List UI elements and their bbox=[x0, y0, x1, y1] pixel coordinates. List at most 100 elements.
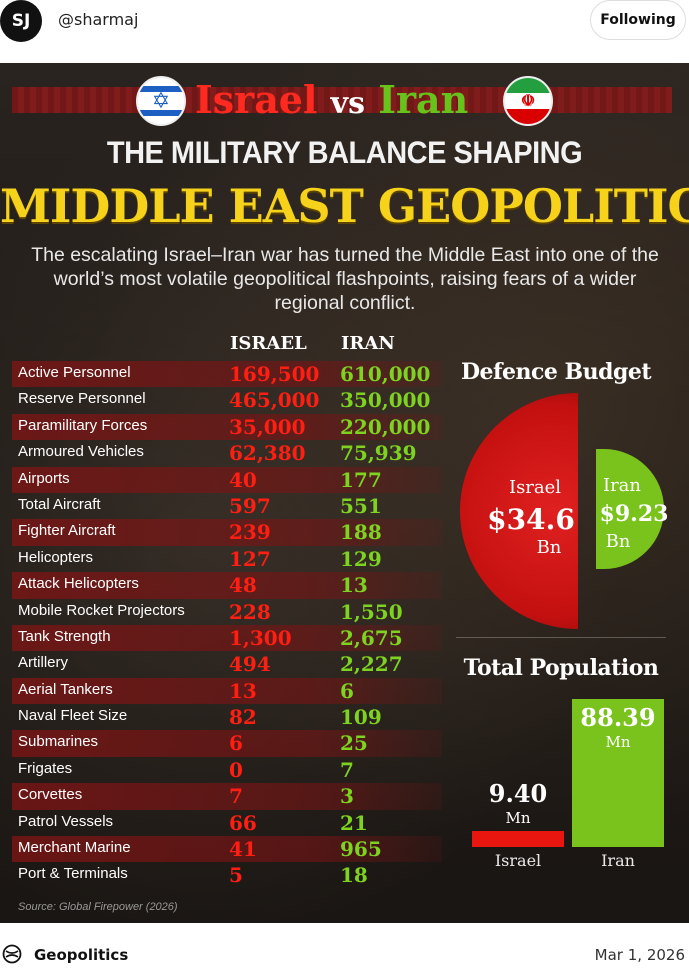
infographic-image[interactable]: ✡ ☫ Israel vs Iran THE MILITARY BALANCE … bbox=[0, 63, 689, 923]
israel-value: 597 bbox=[229, 493, 271, 518]
headline: MIDDLE EAST GEOPOLITICS bbox=[0, 179, 689, 233]
table-row: Tank Strength 1,300 2,675 bbox=[12, 624, 442, 652]
iran-value: 610,000 bbox=[340, 362, 431, 386]
iran-value: 129 bbox=[340, 546, 382, 571]
row-label: Fighter Aircraft bbox=[18, 522, 116, 540]
iran-value: 25 bbox=[340, 731, 368, 756]
table-row: Helicopters 127 129 bbox=[12, 546, 442, 572]
population-israel-unit: Mn bbox=[505, 809, 531, 827]
avatar[interactable]: SJ bbox=[0, 0, 42, 42]
table-row: Aerial Tankers 13 6 bbox=[12, 677, 442, 705]
iran-value: 13 bbox=[340, 573, 368, 598]
row-label: Corvettes bbox=[18, 786, 83, 804]
table-row: Port & Terminals 5 18 bbox=[12, 862, 442, 888]
row-label: Naval Fleet Size bbox=[18, 707, 128, 725]
column-header-iran: IRAN bbox=[341, 333, 395, 354]
israel-value: 239 bbox=[229, 520, 271, 545]
iran-value: 1,550 bbox=[340, 599, 403, 624]
row-label: Aerial Tankers bbox=[18, 680, 113, 698]
iran-value: 6 bbox=[340, 678, 354, 703]
row-label: Airports bbox=[18, 469, 70, 487]
row-label: Port & Terminals bbox=[18, 865, 128, 883]
row-label: Mobile Rocket Projectors bbox=[18, 601, 185, 619]
population-iran-unit: Mn bbox=[605, 733, 631, 751]
table-row: Reserve Personnel 465,000 350,000 bbox=[12, 387, 442, 413]
israel-value: 35,000 bbox=[229, 414, 306, 439]
main-title: Israel vs Iran bbox=[195, 75, 495, 125]
population-bar-israel bbox=[472, 831, 564, 847]
iran-value: 18 bbox=[340, 863, 368, 888]
israel-value: 7 bbox=[229, 784, 243, 809]
table-row: Paramilitary Forces 35,000 220,000 bbox=[12, 413, 442, 441]
title-iran: Iran bbox=[378, 77, 469, 122]
population-israel-label: Israel bbox=[494, 851, 542, 870]
population-iran-label: Iran bbox=[601, 851, 635, 870]
israel-value: 40 bbox=[229, 467, 257, 492]
israel-value: 48 bbox=[229, 573, 257, 598]
source-note: Source: Global Firepower (2026) bbox=[18, 901, 178, 913]
budget-iran-value: $9.23 bbox=[599, 501, 669, 527]
table-row: Active Personnel 169,500 610,000 bbox=[12, 361, 442, 388]
population-bar-iran bbox=[572, 699, 664, 847]
row-label: Merchant Marine bbox=[18, 839, 131, 857]
post-date: Mar 1, 2026 bbox=[594, 946, 685, 964]
table-row: Frigates 0 7 bbox=[12, 757, 442, 783]
iran-value: 2,227 bbox=[340, 652, 403, 677]
budget-israel-country: Israel bbox=[508, 477, 562, 498]
row-label: Paramilitary Forces bbox=[18, 416, 148, 434]
username[interactable]: @sharmaj bbox=[58, 10, 139, 29]
table-row: Patrol Vessels 66 21 bbox=[12, 810, 442, 836]
subtitle: THE MILITARY BALANCE SHAPING bbox=[106, 135, 583, 171]
row-label: Attack Helicopters bbox=[18, 575, 139, 593]
post-footer: Geopolitics Mar 1, 2026 bbox=[0, 930, 689, 970]
row-label: Patrol Vessels bbox=[18, 812, 114, 830]
community-icon[interactable] bbox=[2, 944, 22, 964]
table-row: Naval Fleet Size 82 109 bbox=[12, 704, 442, 730]
israel-value: 494 bbox=[229, 652, 271, 677]
israel-value: 13 bbox=[229, 678, 257, 703]
iran-value: 3 bbox=[340, 784, 354, 809]
budget-israel-unit: Bn bbox=[536, 537, 562, 558]
intro-text: The escalating Israel–Iran war has turne… bbox=[31, 244, 659, 314]
row-label: Helicopters bbox=[18, 548, 94, 566]
budget-title: Defence Budget bbox=[460, 359, 652, 385]
iran-value: 188 bbox=[340, 520, 382, 545]
column-header-israel: ISRAEL bbox=[230, 333, 307, 354]
following-button[interactable]: Following bbox=[590, 0, 686, 40]
israel-value: 127 bbox=[229, 546, 271, 571]
iran-value: 75,939 bbox=[340, 441, 417, 466]
row-label: Artillery bbox=[18, 654, 69, 672]
israel-value: 228 bbox=[229, 599, 271, 624]
iran-flag-icon: ☫ bbox=[503, 76, 553, 126]
population-iran-value: 88.39 bbox=[580, 703, 656, 732]
iran-value: 220,000 bbox=[340, 414, 431, 439]
row-label: Active Personnel bbox=[18, 364, 131, 381]
row-label: Reserve Personnel bbox=[18, 390, 146, 408]
section-divider bbox=[456, 637, 666, 638]
table-row: Artillery 494 2,227 bbox=[12, 651, 442, 677]
israel-value: 465,000 bbox=[229, 388, 320, 413]
israel-value: 0 bbox=[229, 757, 243, 782]
population-title: Total Population bbox=[463, 655, 659, 681]
row-label: Tank Strength bbox=[18, 627, 111, 645]
row-label: Submarines bbox=[18, 733, 99, 751]
table-row: Attack Helicopters 48 13 bbox=[12, 572, 442, 599]
iran-value: 21 bbox=[340, 810, 368, 835]
iran-value: 109 bbox=[340, 705, 382, 730]
table-row: Corvettes 7 3 bbox=[12, 783, 442, 810]
israel-value: 5 bbox=[229, 863, 243, 888]
israel-value: 1,300 bbox=[229, 625, 292, 650]
israel-value: 82 bbox=[229, 705, 257, 730]
iran-value: 350,000 bbox=[340, 388, 431, 413]
table-row: Fighter Aircraft 239 188 bbox=[12, 519, 442, 546]
israel-flag-icon: ✡ bbox=[136, 76, 186, 126]
israel-value: 6 bbox=[229, 731, 243, 756]
table-row: Submarines 6 25 bbox=[12, 730, 442, 757]
israel-value: 66 bbox=[229, 810, 257, 835]
title-israel: Israel bbox=[195, 77, 318, 122]
community-name[interactable]: Geopolitics bbox=[34, 946, 129, 964]
budget-iran-unit: Bn bbox=[605, 531, 631, 552]
iran-value: 965 bbox=[340, 837, 382, 862]
table-row: Airports 40 177 bbox=[12, 466, 442, 493]
table-row: Merchant Marine 41 965 bbox=[12, 836, 442, 863]
